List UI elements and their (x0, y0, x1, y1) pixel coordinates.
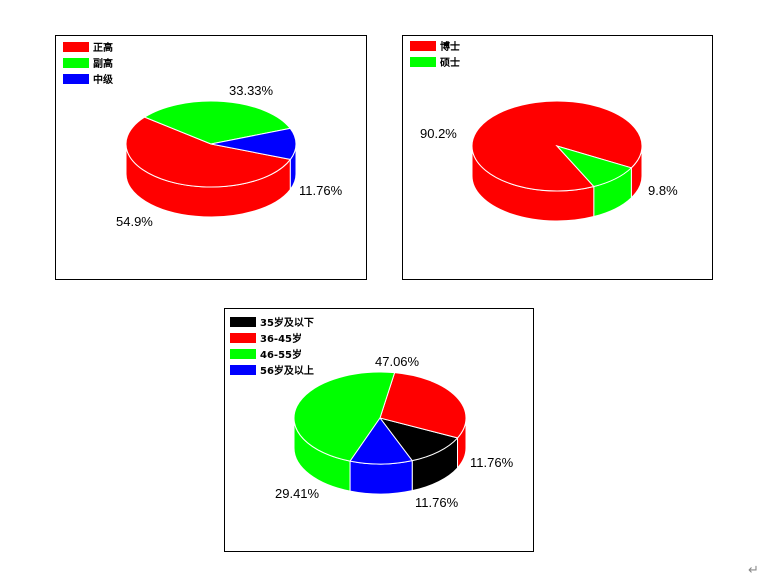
legend-label-2: 硕士 (440, 56, 460, 69)
legend-label-4: 56岁及以上 (260, 364, 314, 377)
legend-label-3: 46-55岁 (260, 348, 302, 361)
pie-chart-title-rank: 正高副高中级 54.9% 33.33% 11.76% (55, 35, 367, 280)
legend-label-2: 36-45岁 (260, 332, 302, 345)
data-label-4: 11.76% (470, 455, 514, 470)
legend-swatch-2 (410, 57, 436, 67)
pie-chart-age: 35岁及以下 36-45岁 46-55岁 56岁及以上 11.76% 29.41% 47.0… (224, 308, 534, 552)
pie-slice-1 (378, 417, 459, 462)
legend-label-3: 中级 (93, 73, 114, 86)
data-label-3: 47.06% (375, 354, 420, 369)
legend-swatch-1 (230, 317, 256, 327)
pie-chart-degree: 博士硕士 90.2% 9.8% (402, 35, 713, 280)
pie-slice-2 (379, 372, 467, 439)
data-label-2: 33.33% (229, 83, 274, 98)
legend-swatch-2 (230, 333, 256, 343)
pie-svg-3: 35岁及以下 36-45岁 46-55岁 56岁及以上 11.76% 29.41% 47.0… (230, 316, 514, 510)
pie-slice-1 (125, 116, 292, 188)
data-label-1: 90.2% (420, 126, 457, 141)
pie-slice-2 (555, 145, 633, 188)
legend-swatch-4 (230, 365, 256, 375)
data-label-3: 11.76% (299, 183, 343, 198)
legend-label-2: 副高 (93, 57, 113, 70)
pie-slice-3 (210, 127, 297, 160)
legend-swatch-1 (410, 41, 436, 51)
pie-slice-2 (143, 100, 292, 145)
legend-label-1: 35岁及以下 (260, 316, 314, 329)
data-label-2: 9.8% (648, 183, 678, 198)
legend-label-1: 博士 (440, 40, 460, 53)
legend-swatch-3 (230, 349, 256, 359)
data-label-1: 54.9% (116, 214, 153, 229)
pie-side-4 (349, 460, 413, 495)
legend-swatch-2 (63, 58, 89, 68)
legend-swatch-3 (63, 74, 89, 84)
pie-slice-4 (349, 417, 414, 465)
data-label-2: 29.41% (275, 486, 320, 501)
data-label-1: 11.76% (415, 495, 459, 510)
legend-swatch-1 (63, 42, 89, 52)
legend-label-1: 正高 (93, 41, 113, 54)
paragraph-return-icon: ↵ (748, 563, 759, 578)
pie-slice-3 (293, 371, 396, 462)
